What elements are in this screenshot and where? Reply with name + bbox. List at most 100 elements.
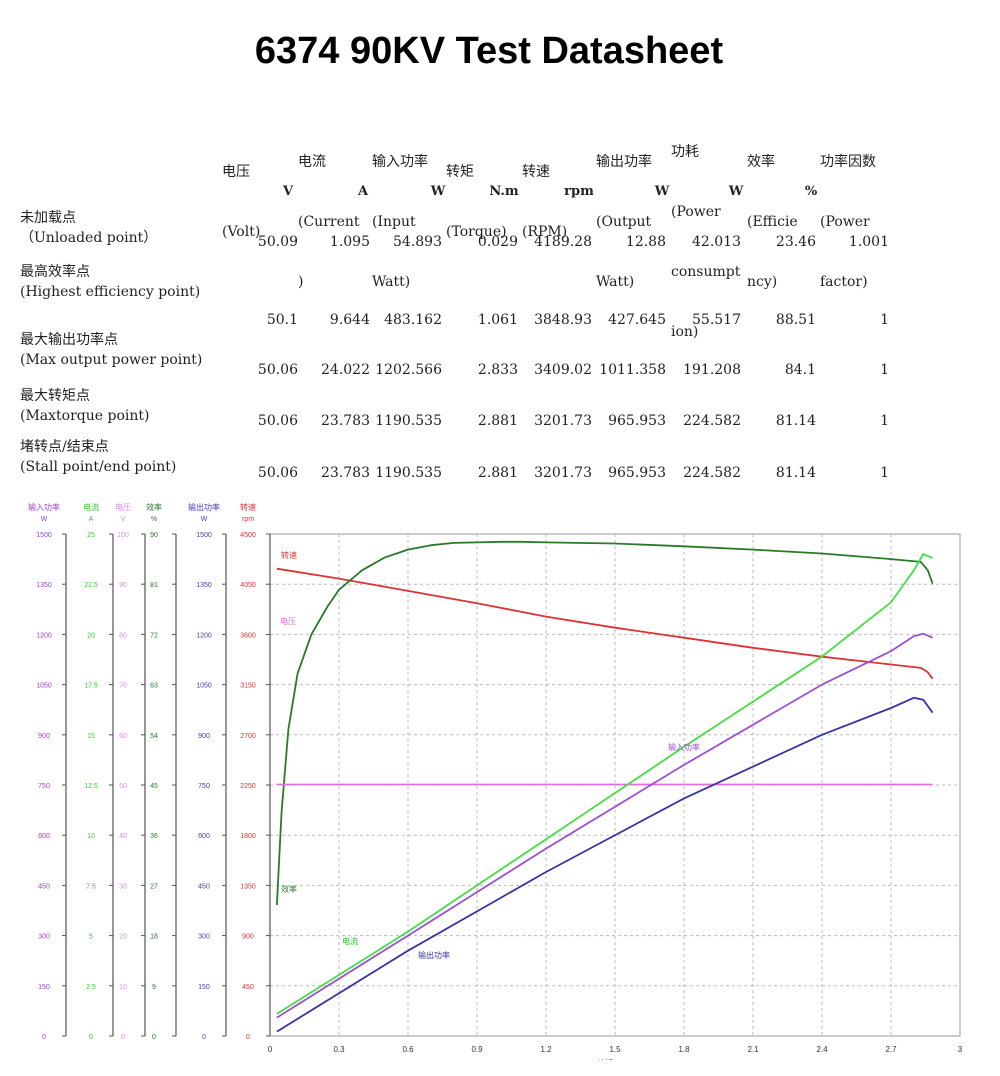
axis-unit: V	[121, 516, 126, 523]
header-line: factor)	[820, 274, 868, 290]
table-cell: 1011.358	[599, 362, 666, 378]
y-tick-label: 20	[87, 632, 95, 639]
y-tick-label: 60	[119, 733, 127, 740]
y-tick-label: 4500	[240, 532, 256, 539]
table-cell: 0.029	[477, 234, 518, 250]
y-tick-label: 450	[242, 984, 254, 991]
row-label: 堵转点/结束点 (Stall point/end point)	[20, 437, 220, 477]
table-cell: 1.001	[848, 234, 889, 250]
y-tick-label: 72	[150, 632, 158, 639]
row-label-cn: 未加载点	[20, 210, 76, 226]
header-line: 输入功率	[372, 154, 428, 170]
x-tick-label: 2.1	[747, 1045, 759, 1054]
y-tick-label: 900	[198, 733, 210, 740]
x-tick-label: 2.4	[816, 1045, 828, 1054]
unit-label: V	[282, 184, 294, 199]
x-tick-label: 1.2	[540, 1045, 552, 1054]
table-cell: 1	[880, 362, 889, 378]
axis-name: 转速	[240, 502, 256, 512]
series-line-1	[276, 553, 933, 1015]
y-tick-label: 30	[119, 883, 127, 890]
header-line: (Volt)	[222, 224, 261, 240]
axis-name: 输入功率	[28, 502, 60, 512]
table-cell: 81.14	[775, 465, 816, 481]
y-tick-label: 900	[242, 934, 254, 941]
unit-label: rpm	[564, 184, 594, 199]
row-label: 最大转矩点 (Maxtorque point)	[20, 386, 220, 426]
axis-unit: rpm	[242, 516, 254, 523]
axis-unit: W	[41, 516, 48, 523]
header-line: 功耗	[671, 144, 699, 160]
y-tick-label: 4050	[240, 582, 256, 589]
table-cell: 3201.73	[534, 465, 592, 481]
header-line: consumpt	[671, 264, 741, 280]
table-cell: 1.095	[329, 234, 370, 250]
table-cell: 24.022	[321, 362, 370, 378]
y-tick-label: 81	[150, 582, 158, 589]
header-line: (Output	[596, 214, 652, 230]
header-line: )	[298, 274, 304, 290]
row-label-en: (Max output power point)	[20, 352, 203, 368]
header-torque: 转矩 (Torque)	[446, 122, 507, 282]
series-line-4	[276, 696, 934, 1033]
y-tick-label: 3150	[240, 683, 256, 690]
y-tick-label: 10	[87, 833, 95, 840]
header-voltage: 电压 (Volt)	[222, 122, 260, 282]
row-label-cn: 最大输出功率点	[20, 332, 118, 348]
header-current: 电流 (Current )	[298, 112, 360, 332]
x-tick-label: 3	[958, 1045, 963, 1054]
series-line-0	[276, 632, 933, 1019]
axis-unit: W	[201, 516, 208, 523]
y-tick-label: 10	[119, 984, 127, 991]
unit-label: A	[357, 184, 369, 199]
x-axis-label: 转矩(N.m)	[597, 1058, 633, 1060]
y-tick-label: 1350	[36, 582, 52, 589]
axis-name: 效率	[146, 502, 162, 512]
y-tick-label: 2250	[240, 783, 256, 790]
header-line: 电压	[222, 164, 250, 180]
table-cell: 42.013	[692, 234, 741, 250]
y-tick-label: 2700	[240, 733, 256, 740]
table-cell: 23.46	[775, 234, 816, 250]
table-cell: 54.893	[393, 234, 442, 250]
table-cell: 50.09	[257, 234, 298, 250]
y-tick-label: 45	[150, 783, 158, 790]
axis-unit: A	[89, 516, 94, 523]
table-cell: 88.51	[775, 312, 816, 328]
y-tick-label: 750	[198, 783, 210, 790]
page-title: 6374 90KV Test Datasheet	[254, 30, 724, 72]
table-cell: 1202.566	[375, 362, 442, 378]
header-line: (Current	[298, 214, 360, 230]
x-tick-label: 1.5	[609, 1045, 621, 1054]
series-annotation: 效率	[281, 884, 297, 894]
header-input-watt: 输入功率 (Input Watt)	[372, 112, 428, 332]
header-line: (Power	[671, 204, 721, 220]
axis-name: 电压	[115, 502, 131, 512]
y-tick-label: 90	[150, 532, 158, 539]
unit-label: N.m	[489, 184, 519, 199]
y-tick-label: 750	[38, 783, 50, 790]
y-tick-label: 40	[119, 833, 127, 840]
series-annotation: 电流	[342, 936, 358, 946]
table-cell: 427.645	[608, 312, 666, 328]
y-tick-label: 0	[89, 1034, 93, 1041]
y-tick-label: 7.5	[86, 883, 96, 890]
row-label-en: (Highest efficiency point)	[20, 284, 201, 300]
row-label: 最高效率点 (Highest efficiency point)	[20, 262, 220, 302]
table-cell: 12.88	[625, 234, 666, 250]
table-cell: 1	[880, 465, 889, 481]
header-line: (Torque)	[446, 224, 507, 240]
series-line-5	[276, 567, 934, 680]
table-cell: 483.162	[384, 312, 442, 328]
table-cell: 1.061	[477, 312, 518, 328]
header-rpm: 转速 (RPM)	[522, 122, 567, 282]
y-tick-label: 5	[89, 934, 93, 941]
table-cell: 965.953	[608, 465, 666, 481]
x-tick-label: 0.3	[333, 1045, 345, 1054]
table-cell: 1190.535	[375, 465, 442, 481]
header-line: 电流	[298, 154, 326, 170]
y-tick-label: 150	[198, 984, 210, 991]
unit-label: W	[728, 184, 744, 199]
y-tick-label: 100	[117, 532, 129, 539]
x-tick-label: 1.8	[678, 1045, 690, 1054]
